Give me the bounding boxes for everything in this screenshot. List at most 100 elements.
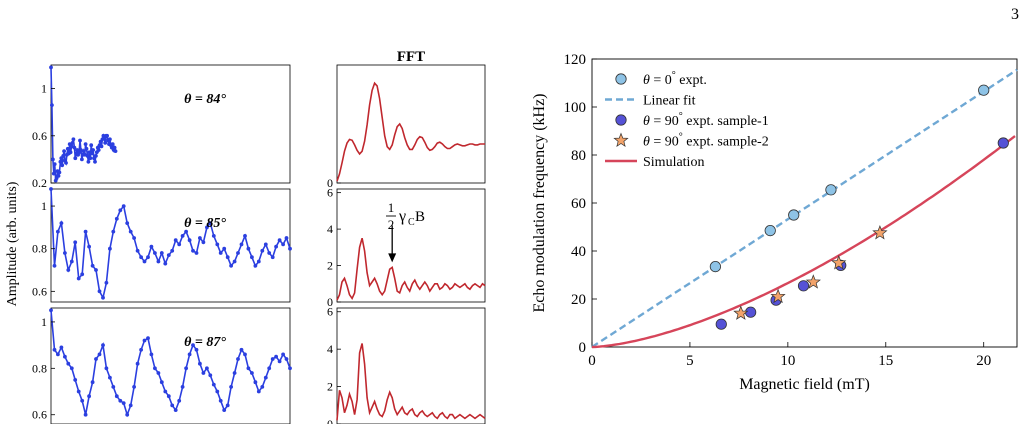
amplitude-panel-1-ytick-label: 0.2 [32,176,47,190]
amplitude-panel-3-point [163,389,168,394]
amplitude-panel-3-point [49,308,53,313]
amplitude-panel-2-point [104,280,109,285]
amplitude-panel-3-point [198,361,202,366]
amplitude-panel-3-point [208,373,213,378]
amplitude-panel-2-ytick-label: 0.8 [32,242,47,256]
legend-marker [615,73,627,85]
amplitude-panel-2-point [208,221,213,226]
field-ytick-label: 0 [579,340,587,356]
annotation-subscript: C [408,217,415,228]
amplitude-panel-1-point [50,103,54,107]
amplitude-panel-3-point [153,366,157,371]
amplitude-panel-2-point [63,251,67,255]
amplitude-panel-2-point [201,240,206,245]
amplitude-panel-2-point [111,229,116,234]
amplitude-panel-3-point [270,357,275,361]
amplitude-panel-3-point [191,343,195,347]
amplitude-panel-2-point [121,204,126,209]
amplitude-panel-3-point [118,398,123,403]
amplitude-panel-2-point [83,229,88,234]
legend-marker [613,132,629,147]
amplitude-panel-1-point [81,149,86,154]
amplitude-panel-1-point [84,146,89,151]
amplitude-panel-2-point [260,248,265,253]
amplitude-panel-2-point [218,251,223,255]
amplitude-panel-1-point [99,144,104,149]
amplitude-panel-2-point [108,246,112,251]
amplitude-panel-3-point [229,385,234,389]
amplitude-panel-2-point [163,261,168,266]
field-ytick-label: 100 [564,100,587,116]
amplitude-panel-2-point [253,263,258,268]
amplitude-panel-1-point [78,138,82,143]
amplitude-panel-3-point [114,394,119,399]
amplitude-panel-1-point [108,137,112,142]
amplitude-panel-2-point [270,255,275,260]
amplitude-panel-3-ytick-label: 1 [41,315,47,329]
amplitude-panel-2-point [94,268,98,272]
series-3-point [797,280,810,292]
page-number: 3 [1011,6,1019,23]
amplitude-panel-2-point [194,251,199,255]
field-x-axis-label: Magnetic field (mT) [739,376,870,393]
amplitude-panel-2-point [239,242,244,247]
amplitude-panel-2-ytick-label: 0.6 [32,284,47,298]
legend-marker [615,114,627,126]
amplitude-panel-2-point [132,236,137,240]
amplitude-panel-1-point [71,137,76,142]
amplitude-panel-2-point [125,221,130,226]
amplitude-panel-2-ytick-label: 1 [41,199,47,213]
series-4-point [805,274,821,289]
angle-label-3: θ = 87° [184,335,226,350]
amplitude-panel-3-frame [50,307,291,424]
amplitude-panel-3-point [260,385,265,389]
angle-label-1: θ = 84° [184,92,226,107]
amplitude-panel-3-point [80,398,85,403]
amplitude-panel-2-point [184,229,189,234]
amplitude-panel-3-point [63,354,67,359]
amplitude-panel-1-point [64,161,68,165]
series-4-point [831,255,847,270]
fft-panel-2-series-line [336,237,486,301]
fft-panel-1-frame [336,64,486,184]
angle-label-2: θ = 85° [184,216,226,231]
amplitude-panel-2-point [118,208,123,213]
amplitude-panel-3-ytick-label: 0.6 [32,408,47,422]
amplitude-panel-3-point [187,352,192,357]
amplitude-panel-2-point [149,244,154,249]
amplitude-panel-1-point [93,159,97,164]
amplitude-panel-1-point [96,148,101,152]
amplitude-panel-2-point [177,242,182,247]
amplitude-panel-1-point [51,157,55,162]
field-xtick-label: 0 [588,353,596,369]
amplitude-panel-2-point [159,251,164,255]
amplitude-panel-1-ytick-label: 0.6 [32,129,47,143]
series-1-point [764,225,776,237]
series-1-point [978,84,990,96]
amplitude-panel-2-point [146,255,150,260]
amplitude-panel-3-point [243,352,247,357]
legend-label: θ = 90° expt. sample-1 [643,111,769,129]
amplitude-panel-2-point [59,221,64,226]
amplitude-panel-3-point [128,403,133,408]
amplitude-panel-1-point [83,142,88,147]
amplitude-panel-3-point [76,389,81,394]
amplitude-panel-3-point [156,371,161,375]
amplitude-panel-3-point [125,412,130,417]
amplitude-panel-2-point [187,238,192,243]
amplitude-panel-3-point [59,345,64,350]
amplitude-panel-3-point [239,347,244,352]
annotation-gamma: γ [398,208,406,225]
amplitude-panel-3-point [263,375,268,380]
amplitude-panel-2-point [205,225,209,230]
annotation-fraction-denominator: 2 [388,217,395,232]
amplitude-panel-3-point [184,366,189,371]
amplitude-panel-3-point [274,354,278,359]
amplitude-panel-3-point [288,366,292,371]
amplitude-panel-3-point [236,357,240,361]
fft-panel-3-frame [336,307,486,424]
amplitude-panel-2-point [256,259,261,264]
series-4-point [770,288,786,304]
field-xtick-label: 20 [976,353,991,369]
field-ytick-label: 20 [571,292,586,308]
